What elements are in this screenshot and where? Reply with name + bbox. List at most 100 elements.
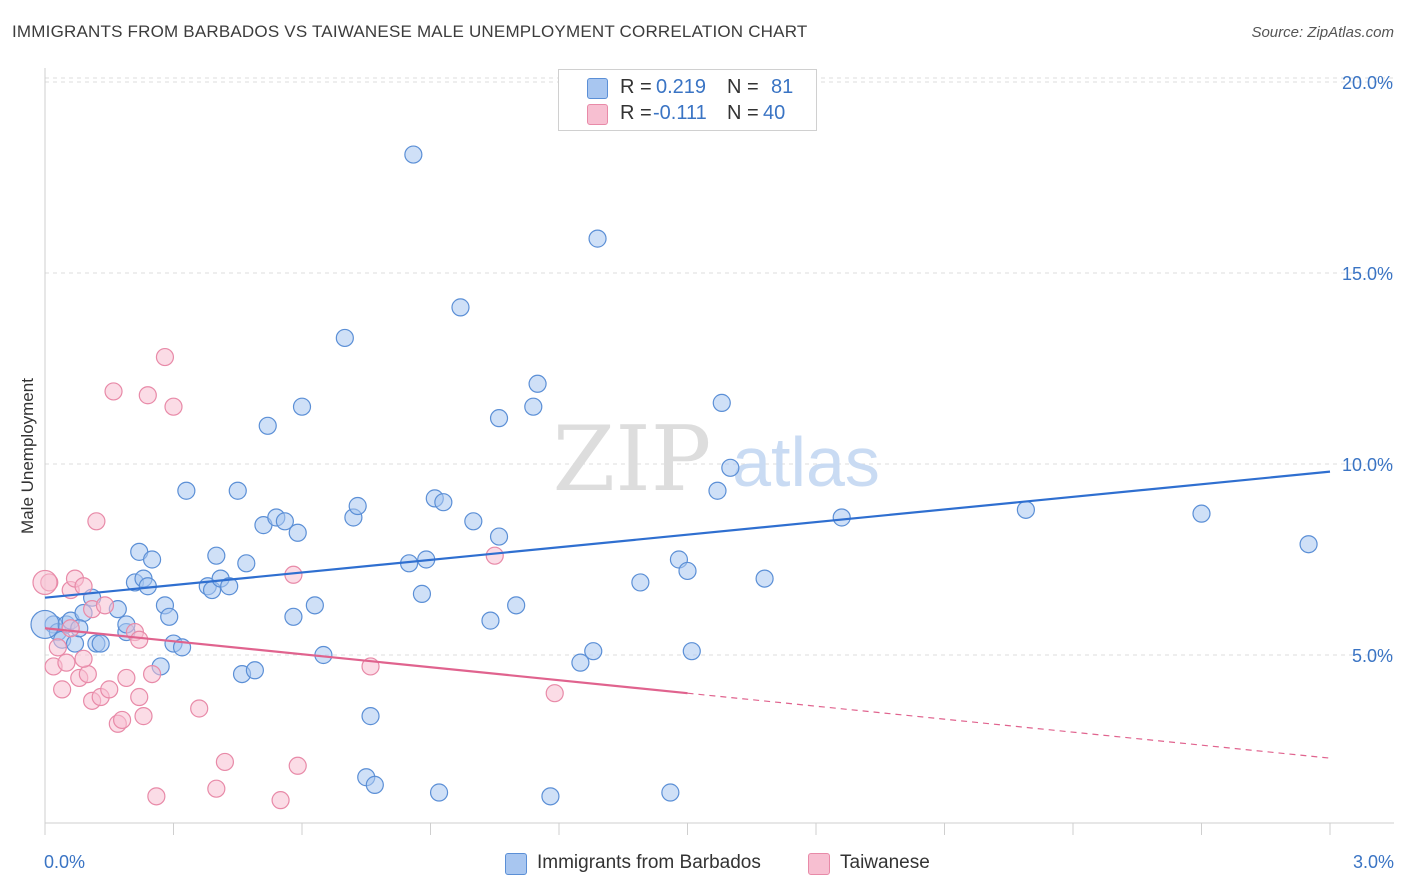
data-point-taiwanese: [61, 619, 80, 638]
data-point-barbados: [228, 481, 247, 500]
data-point-taiwanese: [485, 546, 504, 565]
data-point-barbados: [284, 607, 303, 626]
data-point-taiwanese: [215, 752, 234, 772]
data-point-barbados: [177, 481, 196, 500]
data-point-barbados: [361, 707, 380, 726]
r-value: -0.111: [653, 102, 707, 124]
data-point-barbados: [1016, 500, 1035, 519]
data-point-barbados: [404, 145, 423, 164]
legend-label: Taiwanese: [840, 852, 930, 873]
data-point-taiwanese: [117, 668, 136, 688]
data-point-taiwanese: [104, 382, 123, 401]
data-point-barbados: [275, 512, 294, 531]
legend-label: Immigrants from Barbados: [537, 852, 761, 873]
data-point-barbados: [292, 397, 312, 416]
r-value: 0.219: [656, 76, 707, 98]
data-point-barbados: [65, 634, 85, 653]
data-point-taiwanese: [74, 649, 93, 668]
data-point-barbados: [541, 787, 560, 806]
data-point-barbados: [30, 609, 60, 640]
data-point-barbados: [712, 393, 731, 412]
data-point-taiwanese: [545, 684, 564, 703]
data-point-barbados: [464, 512, 483, 531]
watermark-zip: ZIP: [553, 407, 712, 512]
chart-title: IMMIGRANTS FROM BARBADOS VS TAIWANESE MA…: [12, 22, 808, 41]
data-point-barbados: [507, 596, 526, 615]
data-point-taiwanese: [155, 347, 175, 367]
data-point-barbados: [661, 783, 680, 802]
data-point-taiwanese: [87, 512, 106, 531]
series-barbados-points: [30, 145, 1318, 806]
data-point-taiwanese: [130, 630, 149, 649]
data-point-taiwanese: [112, 710, 132, 730]
data-point-barbados: [528, 374, 547, 393]
data-point-barbados: [571, 653, 590, 672]
data-point-barbados: [305, 596, 324, 615]
data-point-barbados: [429, 783, 449, 802]
data-point-barbados: [489, 409, 509, 428]
data-point-barbados: [755, 569, 774, 588]
data-point-barbados: [348, 496, 367, 516]
y-tick-label: 10.0%: [1342, 455, 1393, 475]
legend-swatch-pink: [808, 853, 830, 875]
data-point-taiwanese: [142, 664, 162, 684]
data-point-taiwanese: [78, 664, 97, 684]
data-point-barbados: [1192, 504, 1211, 523]
data-point-barbados: [588, 229, 607, 248]
data-point-taiwanese: [57, 653, 76, 672]
trend-line-taiwanese-extrapolated: [687, 692, 1331, 759]
legend-swatch-pink: [587, 104, 608, 125]
y-tick-label: 15.0%: [1342, 264, 1393, 284]
x-tick-label-max: 3.0%: [1352, 852, 1394, 872]
source-note: Source: ZipAtlas.com: [1251, 24, 1394, 41]
data-point-barbados: [489, 527, 509, 546]
stats-legend: R = 0.219 N = 81 R = -0.111 N = 40: [558, 69, 817, 131]
data-point-taiwanese: [74, 577, 93, 596]
data-point-barbados: [220, 577, 239, 596]
data-point-barbados: [288, 523, 307, 542]
data-point-taiwanese: [271, 791, 290, 810]
data-point-barbados: [678, 561, 697, 581]
data-point-taiwanese: [147, 787, 166, 806]
series-taiwanese-points: [32, 347, 564, 810]
data-point-taiwanese: [100, 680, 119, 699]
data-point-taiwanese: [32, 569, 58, 596]
data-point-barbados: [207, 546, 226, 565]
y-tick-label: 5.0%: [1352, 646, 1393, 666]
x-tick-label-min: 0.0%: [44, 852, 86, 872]
legend-swatch-blue: [505, 853, 527, 875]
data-point-taiwanese: [138, 386, 157, 405]
data-point-barbados: [481, 611, 500, 630]
data-point-taiwanese: [190, 699, 209, 718]
data-point-barbados: [91, 634, 110, 653]
data-point-barbados: [631, 573, 650, 592]
watermark: ZIP atlas: [553, 407, 880, 512]
data-point-barbados: [142, 550, 162, 569]
data-point-barbados: [365, 775, 384, 794]
data-point-barbados: [335, 328, 354, 348]
data-point-barbados: [245, 661, 264, 680]
trend-line-taiwanese: [44, 627, 688, 695]
data-point-barbados: [832, 508, 851, 527]
n-label: N =: [727, 102, 759, 124]
watermark-atlas: atlas: [732, 423, 880, 501]
r-label: R =: [620, 102, 652, 124]
data-point-taiwanese: [207, 779, 226, 798]
axes: [44, 68, 1394, 835]
data-point-barbados: [524, 397, 543, 416]
data-point-barbados: [160, 607, 179, 626]
data-point-taiwanese: [130, 687, 149, 707]
data-point-barbados: [708, 481, 727, 500]
data-point-barbados: [434, 493, 453, 512]
data-point-barbados: [1299, 535, 1318, 554]
data-point-barbados: [412, 584, 432, 603]
n-value: 81: [771, 76, 794, 98]
data-point-barbados: [258, 416, 277, 435]
data-point-taiwanese: [53, 680, 72, 699]
r-label: R =: [620, 76, 652, 98]
legend-swatch-blue: [587, 78, 608, 99]
data-point-taiwanese: [48, 638, 67, 657]
trend-lines: [44, 470, 1331, 759]
data-point-barbados: [721, 458, 740, 477]
